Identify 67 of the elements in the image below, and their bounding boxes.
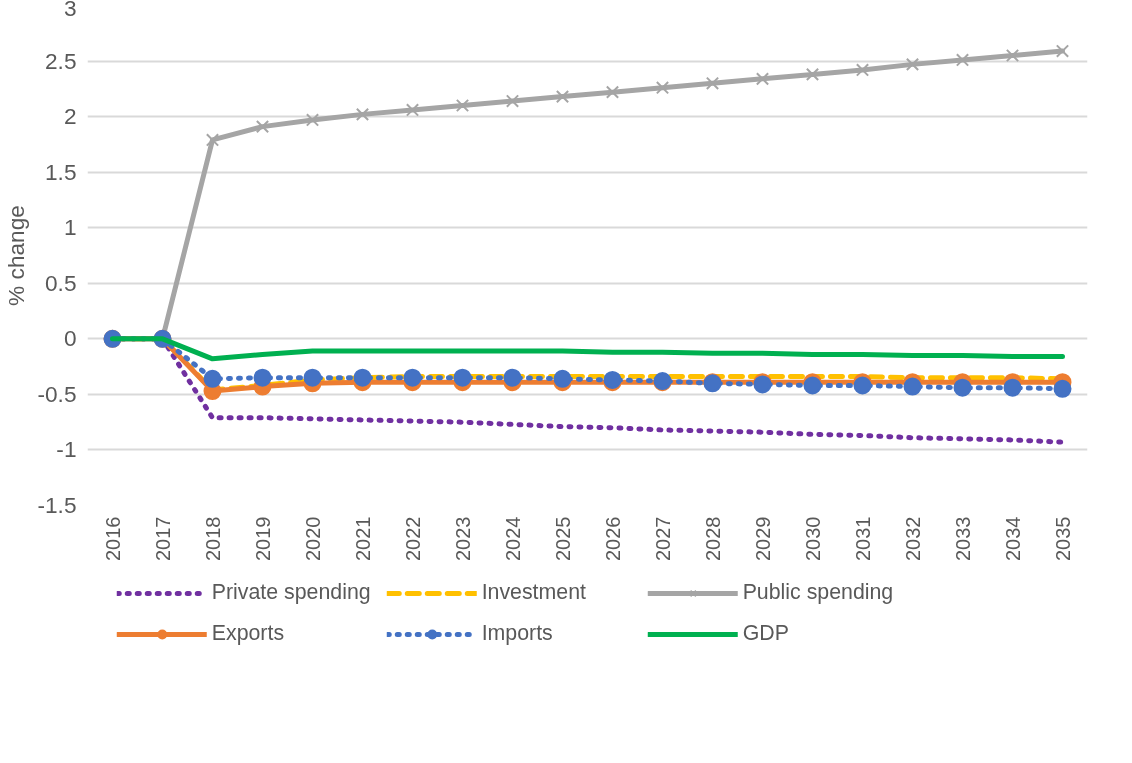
point [655,81,670,95]
x-tick-label: 2029 [751,516,774,561]
x-tick-label: 2035 [1051,516,1074,561]
y-tick-label: 0.5 [45,269,77,296]
y-tick-label: 2.5 [45,47,77,74]
x-tick-label: 2030 [801,516,824,561]
point [855,63,870,77]
x-tick-label: 2017 [151,516,174,561]
point [455,98,470,113]
point [503,368,522,387]
legend-label: GDP [742,621,790,646]
y-tick-label: 2 [63,103,77,130]
point [353,368,372,387]
point [903,377,922,396]
point [905,57,920,72]
x-tick-label: 2024 [501,516,524,561]
legend-label: Exports [211,621,286,646]
legend-label: Private spending [211,580,371,605]
y-tick-label: -1.5 [37,492,77,518]
point [453,368,472,387]
x-tick-label: 2028 [701,516,724,561]
x-tick-label: 2022 [401,516,424,561]
x-tick-label: 2034 [1001,516,1024,561]
point [555,89,570,104]
point [805,67,820,82]
point [305,113,320,127]
legend-label: Imports [481,621,554,646]
point [1003,378,1022,397]
point [953,378,972,397]
point [255,119,270,134]
x-tick-label: 2026 [601,516,624,561]
point [505,94,520,108]
point [1055,44,1070,58]
point [1053,379,1072,398]
point [303,368,322,387]
y-tick-label: -0.5 [37,380,77,407]
point [553,369,572,388]
point [405,103,420,117]
y-tick-label: -1 [56,436,77,463]
legend-label: Public spending [742,580,894,605]
point [955,53,970,67]
y-tick-label: 1.5 [45,158,77,185]
x-tick-label: 2033 [951,516,974,561]
point [705,76,720,90]
x-tick-label: 2023 [451,516,474,561]
point [253,368,272,387]
x-tick-label: 2031 [851,516,874,561]
y-axis-title: % change [3,205,30,306]
x-tick-label: 2025 [551,516,574,561]
x-tick-label: 2021 [351,516,374,561]
point [203,369,222,388]
x-tick-label: 2019 [251,516,274,561]
point [403,368,422,387]
point [1005,48,1020,63]
y-tick-label: 1 [63,214,77,241]
point [205,133,220,147]
legend-label: Investment [481,580,587,605]
x-tick-label: 2027 [651,516,674,561]
point [605,85,620,99]
point [355,107,370,122]
y-tick-label: 0 [63,325,77,352]
x-tick-label: 2018 [201,516,224,561]
y-tick-label: 3 [63,0,77,21]
x-tick-label: 2020 [301,516,324,561]
x-tick-label: 2016 [101,516,124,561]
x-tick-label: 2032 [901,516,924,561]
point [755,72,770,86]
